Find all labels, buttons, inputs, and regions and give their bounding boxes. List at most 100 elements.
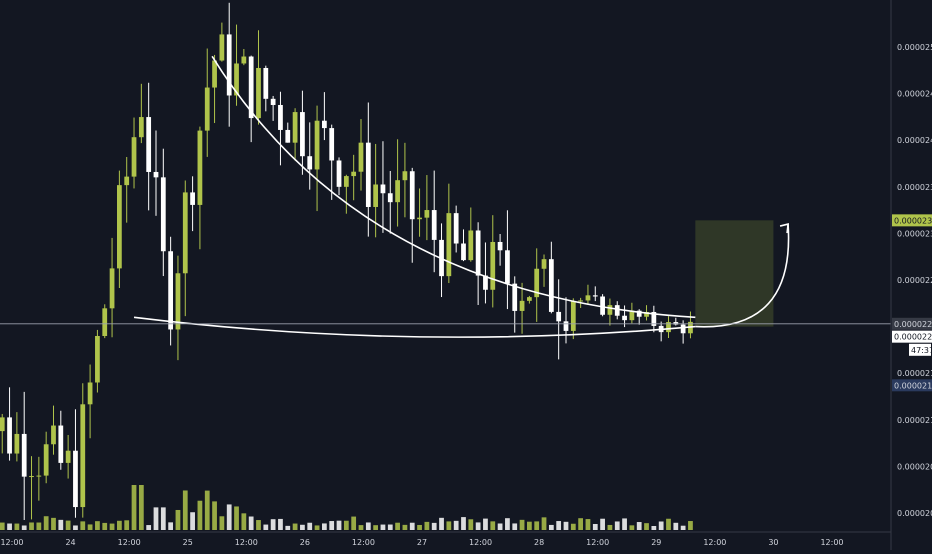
volume-bar-62 (424, 521, 430, 530)
price-label-stop: 0.00002137 (894, 381, 932, 390)
price-label-last-price: 0.00002201 (894, 333, 932, 342)
candle-44 (292, 112, 298, 143)
candle-72 (497, 241, 503, 251)
candle-76 (527, 297, 532, 301)
candle-45 (300, 112, 305, 157)
candle-18 (102, 308, 108, 337)
y-tick-label: 0.00002300 (897, 229, 932, 238)
volume-bar-94 (658, 521, 664, 530)
candle-55 (373, 184, 379, 207)
x-tick-label: 12:00 (0, 538, 23, 547)
candle-46 (307, 156, 313, 170)
candle-13 (65, 450, 71, 463)
volume-bar-28 (175, 509, 181, 530)
x-tick-label: 29 (651, 538, 661, 547)
price-label-bg-target (892, 214, 932, 227)
volume-bar-58 (395, 522, 400, 530)
volume-bar-32 (204, 490, 210, 530)
candle-43 (285, 129, 291, 143)
candle-7 (21, 433, 27, 477)
candle-68 (468, 230, 474, 261)
candle-14 (73, 450, 78, 508)
candle-59 (402, 171, 408, 181)
volume-bar-61 (417, 524, 422, 530)
y-tick-label: 0.00002150 (897, 369, 932, 378)
candle-19 (109, 268, 115, 309)
candle-67 (461, 243, 466, 261)
candle-81 (563, 321, 569, 331)
x-tick-label: 12:00 (703, 538, 726, 547)
volume-bar-24 (146, 525, 152, 530)
candle-30 (190, 192, 195, 205)
volume-bar-44 (292, 523, 298, 530)
volume-bar-19 (109, 523, 115, 530)
candle-54 (365, 142, 371, 207)
candle-4 (0, 417, 5, 432)
candle-28 (175, 273, 181, 330)
candle-52 (351, 171, 357, 177)
volume-bar-67 (461, 517, 466, 530)
volume-bar-14 (73, 525, 78, 530)
candle-63 (431, 210, 437, 240)
volume-bar-7 (21, 525, 27, 530)
volume-bar-87 (607, 524, 613, 530)
candle-88 (614, 305, 620, 316)
volume-bar-8 (29, 522, 34, 530)
candle-89 (622, 315, 627, 321)
candle-83 (578, 300, 584, 302)
volume-bar-4 (0, 522, 5, 530)
volume-bar-83 (578, 518, 584, 530)
candle-66 (453, 213, 459, 244)
candle-60 (409, 171, 415, 220)
volume-bar-26 (160, 507, 166, 530)
volume-bar-43 (285, 525, 291, 530)
candle-9 (36, 475, 42, 477)
volume-bar-16 (87, 524, 93, 530)
candle-27 (168, 251, 174, 330)
volume-bar-82 (570, 523, 576, 530)
volume-bar-39 (256, 520, 261, 530)
x-tick-label: 12:00 (118, 538, 141, 547)
volume-bar-18 (102, 522, 108, 530)
candle-61 (417, 217, 422, 220)
volume-bar-42 (278, 518, 283, 530)
x-tick-label: 30 (768, 538, 778, 547)
arrow-head (779, 223, 789, 234)
volume-bar-81 (563, 521, 569, 530)
target-zone (695, 220, 774, 327)
candle-22 (131, 137, 137, 177)
x-tick-label: 27 (417, 538, 427, 547)
x-tick-label: 12:00 (469, 538, 492, 547)
volume-bar-96 (673, 522, 679, 530)
volume-bar-25 (153, 507, 159, 530)
candle-40 (263, 67, 269, 99)
candle-77 (534, 268, 540, 298)
y-tick-label: 0.00002050 (897, 462, 932, 471)
candle-92 (644, 311, 649, 317)
volume-bar-64 (439, 517, 444, 530)
volume-bar-69 (475, 522, 481, 530)
volume-bar-50 (336, 520, 342, 530)
x-tick-label: 25 (183, 538, 193, 547)
volume-bar-17 (95, 521, 100, 530)
candle-26 (160, 177, 166, 252)
candle-11 (51, 425, 56, 445)
candle-71 (490, 241, 496, 290)
candle-47 (314, 120, 320, 170)
y-tick-label: 0.00002450 (897, 90, 932, 99)
candle-86 (600, 296, 605, 315)
volume-bar-78 (541, 517, 547, 530)
candle-91 (636, 310, 642, 317)
volume-bar-80 (556, 521, 562, 530)
volume-bar-74 (512, 523, 518, 530)
candle-62 (424, 210, 430, 218)
volume-bar-73 (505, 518, 510, 530)
volume-bar-86 (600, 518, 605, 530)
candle-95 (666, 322, 671, 333)
volume-bar-41 (270, 519, 276, 530)
volume-bar-35 (226, 504, 232, 530)
candle-6 (14, 433, 20, 454)
candle-78 (541, 259, 547, 269)
